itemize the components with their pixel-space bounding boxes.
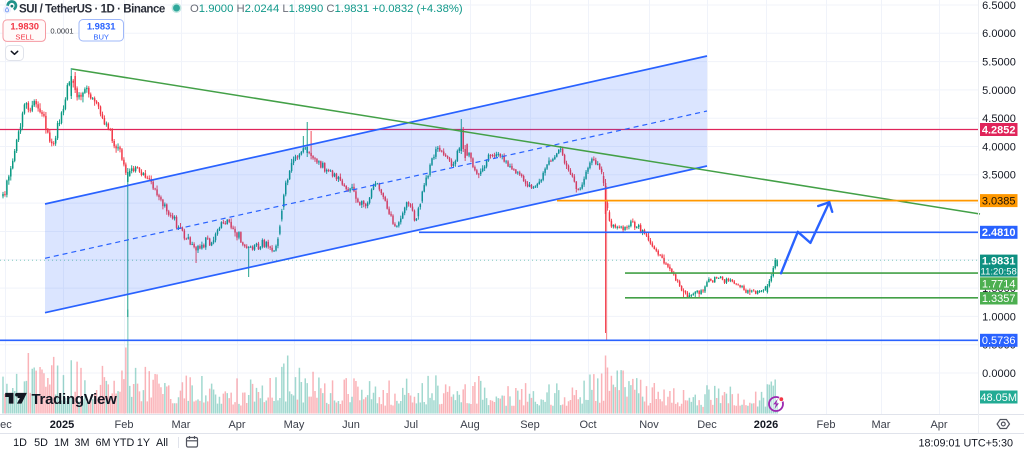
svg-text:TradingView: TradingView: [32, 391, 118, 408]
svg-text:1.9830: 1.9830: [10, 20, 39, 31]
svg-text:6M: 6M: [96, 437, 111, 449]
svg-text:YTD: YTD: [113, 437, 135, 449]
svg-text:1.9831: 1.9831: [87, 20, 116, 31]
svg-text:3.0385: 3.0385: [982, 196, 1016, 208]
svg-text:2025: 2025: [50, 419, 74, 431]
svg-text:Dec: Dec: [697, 419, 717, 431]
svg-text:4.5000: 4.5000: [982, 113, 1016, 125]
svg-text:All: All: [156, 437, 168, 449]
svg-text:Apr: Apr: [930, 419, 947, 431]
svg-text:1.3357: 1.3357: [982, 293, 1016, 305]
svg-text:1.0000: 1.0000: [982, 311, 1016, 323]
svg-text:Apr: Apr: [228, 419, 245, 431]
svg-text:4.2852: 4.2852: [982, 124, 1016, 136]
svg-text:3M: 3M: [75, 437, 90, 449]
svg-text:Mar: Mar: [872, 419, 891, 431]
svg-text:0.0001: 0.0001: [50, 27, 73, 36]
svg-text:0.5736: 0.5736: [982, 335, 1016, 347]
svg-text:Jul: Jul: [404, 419, 418, 431]
svg-text:48.05M: 48.05M: [980, 392, 1017, 404]
svg-text:Jun: Jun: [342, 419, 360, 431]
svg-text:6.0000: 6.0000: [982, 28, 1016, 40]
svg-text:4.0000: 4.0000: [982, 141, 1016, 153]
svg-text:Sep: Sep: [520, 419, 540, 431]
svg-text:6.5000: 6.5000: [982, 0, 1016, 12]
svg-text:BUY: BUY: [93, 32, 109, 41]
svg-text:3.5000: 3.5000: [982, 170, 1016, 182]
svg-text:5D: 5D: [34, 437, 48, 449]
svg-text:Mar: Mar: [172, 419, 191, 431]
svg-text:O1.9000 H2.0244 L1.8990 C1.983: O1.9000 H2.0244 L1.8990 C1.9831 +0.0832 …: [190, 3, 463, 15]
svg-text:11:20:58: 11:20:58: [981, 267, 1017, 278]
svg-text:Nov: Nov: [639, 419, 659, 431]
svg-text:Dec: Dec: [0, 419, 12, 431]
svg-text:Aug: Aug: [460, 419, 480, 431]
svg-text:Oct: Oct: [579, 419, 596, 431]
svg-text:1Y: 1Y: [137, 437, 150, 449]
svg-text:SELL: SELL: [15, 32, 34, 41]
svg-text:2026: 2026: [754, 419, 778, 431]
svg-text:5.5000: 5.5000: [982, 57, 1016, 69]
svg-text:2.4810: 2.4810: [982, 227, 1016, 239]
svg-text:1.9831: 1.9831: [982, 255, 1016, 267]
svg-text:18:09:01 UTC+5:30: 18:09:01 UTC+5:30: [918, 438, 1013, 450]
svg-text:5.0000: 5.0000: [982, 85, 1016, 97]
svg-text:1D: 1D: [13, 437, 27, 449]
svg-text:Feb: Feb: [115, 419, 134, 431]
svg-text:SUI / TetherUS · 1D · Binance: SUI / TetherUS · 1D · Binance: [19, 4, 165, 16]
svg-text:0.0000: 0.0000: [982, 368, 1016, 380]
svg-text:1.7714: 1.7714: [982, 278, 1016, 290]
svg-text:Feb: Feb: [817, 419, 836, 431]
svg-text:May: May: [284, 419, 305, 431]
svg-text:1M: 1M: [54, 437, 69, 449]
